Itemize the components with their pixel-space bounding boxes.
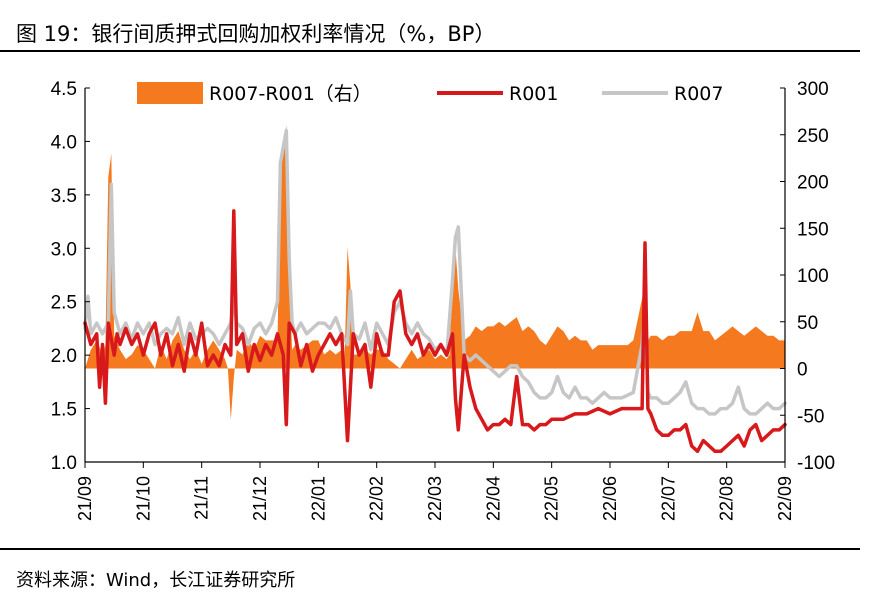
x-tick-label: 21/11	[192, 476, 212, 520]
x-tick-label: 21/09	[75, 476, 95, 521]
right-tick-label: -50	[797, 406, 824, 427]
legend-r007-label: R007	[674, 83, 723, 105]
x-tick-label: 22/05	[542, 476, 562, 521]
right-tick-label: 100	[797, 266, 829, 287]
left-tick-label: 2.0	[51, 346, 77, 367]
spread-area	[85, 125, 785, 420]
left-tick-label: 4.0	[51, 132, 77, 153]
legend-spread-label: R007-R001（右）	[209, 83, 372, 105]
x-tick-label: 22/09	[775, 476, 795, 521]
left-tick-label: 1.0	[51, 453, 77, 474]
left-tick-label: 1.5	[51, 400, 77, 421]
x-tick-label: 22/02	[367, 476, 387, 521]
r007-line-layer	[83, 128, 787, 416]
source-note: 资料来源：Wind，长江证券研究所	[16, 570, 296, 591]
left-tick-label: 3.5	[51, 186, 77, 207]
x-tick-label: 22/03	[425, 476, 445, 521]
right-tick-label: 50	[797, 313, 818, 334]
figure-title: 图 19：银行间质押式回购加权利率情况（%，BP）	[16, 22, 496, 46]
r001-line-layer	[83, 209, 787, 454]
left-tick-label: 2.5	[51, 293, 77, 314]
x-tick-label: 22/01	[308, 476, 328, 521]
x-tick-label: 21/12	[250, 476, 270, 521]
axes-layer: 1.0 1.5 2.0 2.5 3.0 3.5 4.0 4.5 -100 -50 0 50 100 150…	[51, 79, 835, 521]
title-divider	[0, 50, 860, 52]
right-tick-label: 250	[797, 126, 829, 147]
right-tick-label: 0	[797, 360, 808, 381]
legend-r001-label: R001	[509, 83, 558, 105]
r001-line	[83, 209, 787, 454]
x-tick-label: 22/08	[717, 476, 737, 521]
legend: R007-R001（右） R001 R007	[137, 82, 723, 105]
footer-divider	[0, 548, 860, 550]
right-tick-label: 200	[797, 173, 829, 194]
left-tick-label: 3.0	[51, 239, 77, 260]
x-tick-label: 22/06	[600, 476, 620, 521]
right-tick-label: 150	[797, 219, 829, 240]
r007-line	[83, 128, 787, 416]
x-tick-label: 21/10	[133, 476, 153, 521]
legend-spread-swatch	[137, 82, 203, 104]
right-tick-label: -100	[797, 453, 835, 474]
left-tick-label: 4.5	[51, 79, 77, 100]
right-tick-label: 300	[797, 79, 829, 100]
spread-area-layer	[85, 125, 785, 420]
x-tick-label: 22/04	[483, 476, 503, 521]
x-tick-label: 22/07	[658, 476, 678, 521]
